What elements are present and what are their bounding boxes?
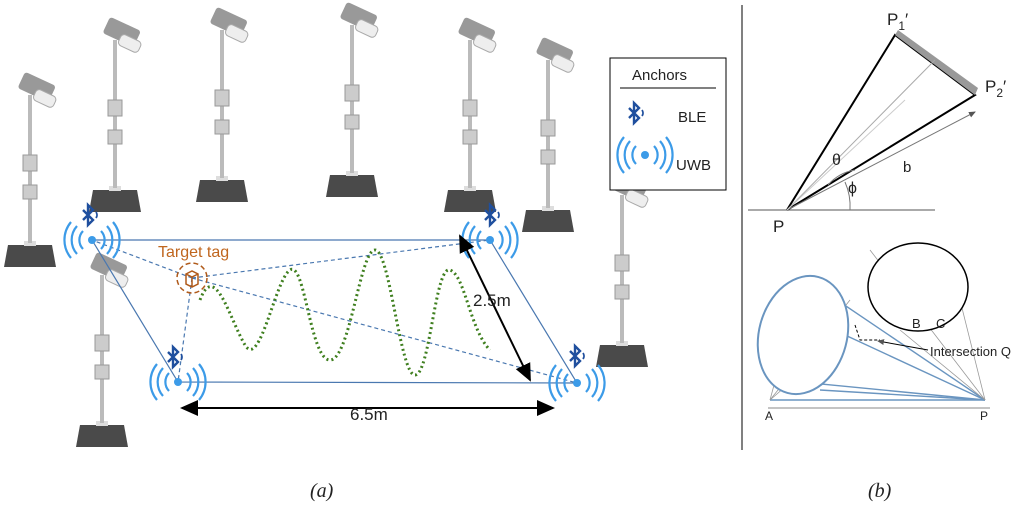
cone-diagram: B C Intersection Q A P	[745, 243, 1011, 423]
width-label: 2.5m	[473, 291, 511, 310]
length-label: 6.5m	[350, 405, 388, 424]
trajectory	[200, 250, 490, 375]
angle-label: θ	[832, 152, 841, 169]
angle-label: ϕ	[848, 180, 857, 197]
target-tag	[177, 263, 207, 293]
legend-title: Anchors	[632, 67, 687, 84]
point-label: B	[912, 316, 921, 331]
anchors	[64, 205, 604, 401]
point-label: A	[765, 409, 773, 423]
legend: Anchors BLE UWB	[610, 58, 726, 190]
caption: (a)	[310, 480, 334, 502]
caption: (b)	[868, 480, 892, 502]
angle-diagram: P1′ P2′ θ ϕ b P	[748, 10, 1006, 236]
point-label: P	[773, 217, 784, 236]
point-label: C	[936, 316, 945, 331]
camera-models	[4, 2, 649, 447]
legend-item: BLE	[678, 109, 706, 126]
annotation: Intersection Q	[930, 344, 1011, 359]
point-label: P2′	[985, 77, 1006, 100]
anchor-layout	[92, 240, 577, 383]
length-label: b	[903, 159, 911, 176]
legend-item: UWB	[676, 157, 711, 174]
point-label: P	[980, 409, 988, 423]
point-label: P1′	[887, 10, 908, 33]
target-label: Target tag	[158, 244, 229, 261]
figure: Target tag 2.5m 6.5m Anchors BLE UWB (a)…	[0, 0, 1024, 506]
